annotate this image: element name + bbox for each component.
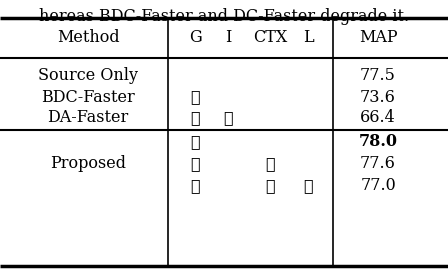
Text: Proposed: Proposed (50, 155, 126, 172)
Text: 66.4: 66.4 (360, 110, 396, 126)
Text: BDC-Faster: BDC-Faster (41, 89, 135, 105)
Text: 73.6: 73.6 (360, 89, 396, 105)
Text: 77.0: 77.0 (360, 177, 396, 195)
Text: ✓: ✓ (223, 110, 233, 126)
Text: Method: Method (57, 30, 119, 46)
Text: hereas BDC-Faster and DC-Faster degrade it.: hereas BDC-Faster and DC-Faster degrade … (39, 8, 409, 25)
Text: ✓: ✓ (190, 110, 200, 126)
Text: 77.6: 77.6 (360, 155, 396, 172)
Text: G: G (189, 30, 201, 46)
Text: ✓: ✓ (303, 177, 313, 195)
Text: CTX: CTX (253, 30, 287, 46)
Text: ✓: ✓ (190, 177, 200, 195)
Text: ✓: ✓ (265, 177, 275, 195)
Text: 78.0: 78.0 (358, 134, 397, 150)
Text: Source Only: Source Only (38, 68, 138, 84)
Text: ✓: ✓ (190, 89, 200, 105)
Text: MAP: MAP (359, 30, 397, 46)
Text: 77.5: 77.5 (360, 68, 396, 84)
Text: L: L (303, 30, 313, 46)
Text: ✓: ✓ (190, 134, 200, 150)
Text: ✓: ✓ (265, 155, 275, 172)
Text: I: I (225, 30, 231, 46)
Text: DA-Faster: DA-Faster (47, 110, 129, 126)
Text: ✓: ✓ (190, 155, 200, 172)
